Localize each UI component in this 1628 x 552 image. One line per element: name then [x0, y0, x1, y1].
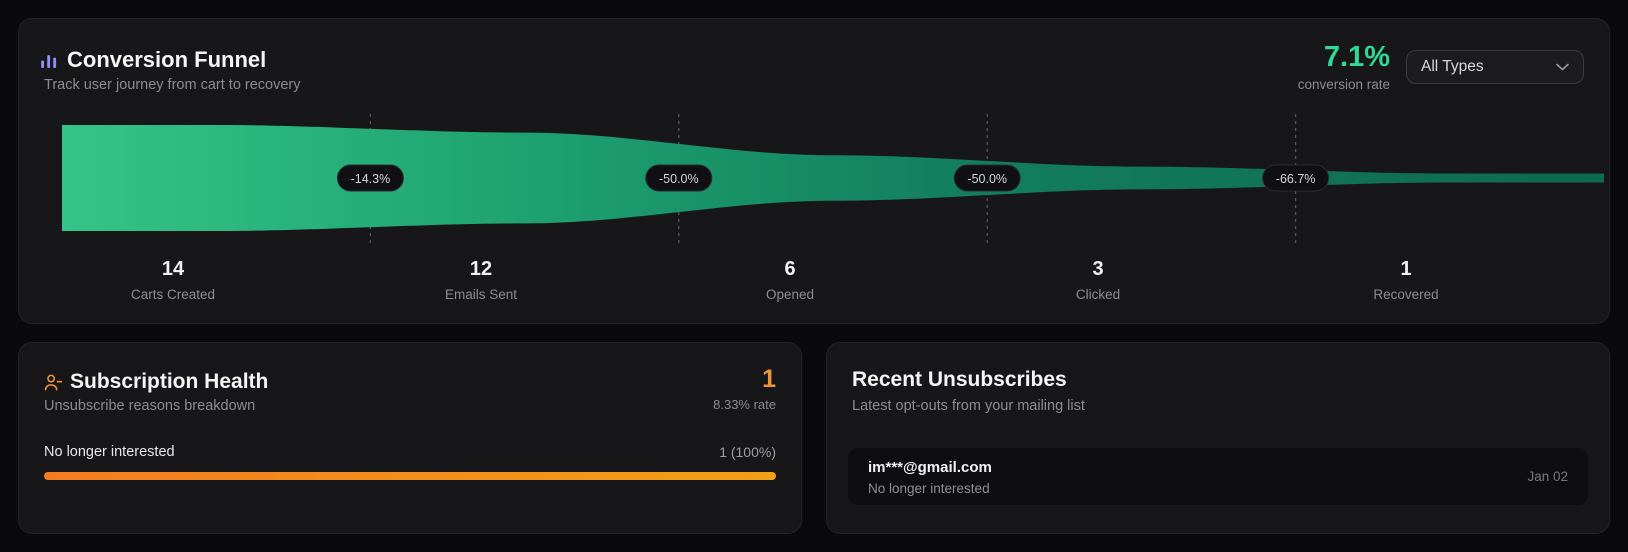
- svg-text:-50.0%: -50.0%: [967, 172, 1007, 186]
- svg-text:-50.0%: -50.0%: [659, 172, 699, 186]
- svg-text:-14.3%: -14.3%: [351, 172, 391, 186]
- svg-text:-66.7%: -66.7%: [1276, 172, 1316, 186]
